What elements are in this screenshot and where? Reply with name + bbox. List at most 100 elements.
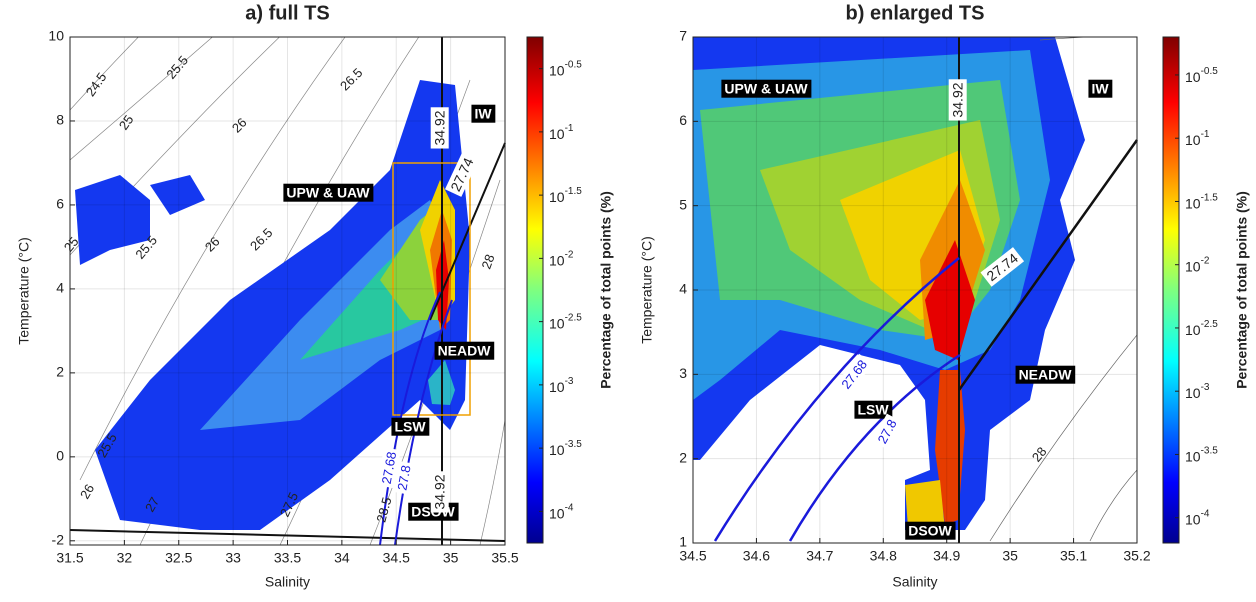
colorbar-tick-label: 10-2 xyxy=(549,249,574,268)
plot-frame xyxy=(692,36,1138,544)
annotation: NEADW xyxy=(1015,365,1076,384)
x-tick-label: 35 xyxy=(443,550,459,566)
annotation: UPW & UAW xyxy=(283,183,374,202)
annotation-text: NEADW xyxy=(438,343,492,359)
annotation: 26 xyxy=(229,115,250,136)
annotation-box xyxy=(377,447,401,489)
x-tick-label: 34.5 xyxy=(679,548,706,564)
annotation-box xyxy=(980,247,1025,287)
annotation: 28 xyxy=(1029,444,1050,465)
annotation-text: 26 xyxy=(77,481,97,501)
annotation-box xyxy=(471,104,496,123)
annotation-text: 25.5 xyxy=(163,53,191,82)
annotation: 25.5 xyxy=(163,53,191,82)
annotation: 25 xyxy=(116,112,137,132)
annotation: IW xyxy=(1088,79,1113,98)
colorbar-tick-label: 10-2.5 xyxy=(1185,319,1218,338)
annotation-box xyxy=(444,151,479,197)
annotation: 26.5 xyxy=(337,65,366,94)
annotation-box xyxy=(948,79,967,121)
colorbar-frame xyxy=(1162,36,1180,544)
annotation: 34.92 xyxy=(430,471,449,513)
colorbar-tick-label: 10-1 xyxy=(549,123,574,142)
annotation-text: IW xyxy=(1091,81,1109,97)
plot-frame xyxy=(69,36,506,546)
annotation-text: DSOW xyxy=(908,523,952,539)
annotation-text: 26.5 xyxy=(247,225,276,254)
colorbar-tick-label: 10-3 xyxy=(549,376,574,395)
annotation: 26.5 xyxy=(247,225,276,254)
annotation-box xyxy=(835,353,873,395)
annotation-text: 24.5 xyxy=(83,70,110,99)
y-tick-label: 6 xyxy=(56,196,64,212)
x-tick-label: 35.1 xyxy=(1060,548,1087,564)
colorbar-tick-label: 10-1.5 xyxy=(1185,192,1218,211)
annotation-text: LSW xyxy=(857,402,889,418)
y-axis-label: Temperature (°C) xyxy=(639,236,655,344)
x-tick-label: 34 xyxy=(334,550,350,566)
x-tick-label: 32.5 xyxy=(165,550,192,566)
x-tick-label: 35.5 xyxy=(491,550,518,566)
y-tick-label: 4 xyxy=(56,280,64,296)
colorbar-tick-label: 10-2.5 xyxy=(549,312,582,331)
annotation-box xyxy=(434,341,495,360)
y-tick-label: -2 xyxy=(52,532,65,548)
colorbar-tick-label: 10-2 xyxy=(1185,255,1210,274)
annotation: 27.68 xyxy=(377,447,401,489)
annotation-text: 26 xyxy=(202,234,223,255)
colorbar-label: Percentage of total points (%) xyxy=(598,191,614,389)
y-tick-label: 5 xyxy=(679,196,687,212)
annotation-text: 34.92 xyxy=(432,110,448,145)
annotation: 34.92 xyxy=(948,79,967,121)
annotation-text: UPW & UAW xyxy=(286,185,370,201)
annotation-text: 34.92 xyxy=(950,82,966,117)
reference-lines xyxy=(69,37,1139,546)
annotation-box xyxy=(283,183,374,202)
annotation-text: 34.92 xyxy=(432,474,448,509)
colorbar-tick-label: 10-4 xyxy=(1185,508,1210,527)
density-cloud xyxy=(70,37,505,545)
x-tick-label: 33.5 xyxy=(274,550,301,566)
colorbar-tick-label: 10-3 xyxy=(1185,382,1210,401)
annotation: 28 xyxy=(478,252,497,271)
annotation: 26 xyxy=(202,234,223,255)
x-tick-label: 34.6 xyxy=(743,548,770,564)
annotation-box xyxy=(854,400,893,419)
y-tick-label: 8 xyxy=(56,112,64,128)
annotation: NEADW xyxy=(434,341,495,360)
colorbar-tick-label: 10-0.5 xyxy=(1185,66,1218,85)
chart-title: a) full TS xyxy=(245,2,329,24)
annotation-box xyxy=(1088,79,1113,98)
x-tick-label: 34.5 xyxy=(383,550,410,566)
annotation: 28.5 xyxy=(373,496,394,524)
y-tick-label: 0 xyxy=(56,448,64,464)
y-axis-label: Temperature (°C) xyxy=(16,237,32,345)
annotation: 24.5 xyxy=(83,70,110,99)
annotation-text: IW xyxy=(474,106,492,122)
y-tick-label: 3 xyxy=(679,365,687,381)
x-tick-label: 32 xyxy=(117,550,133,566)
annotation-box xyxy=(872,413,902,450)
annotation-text: 27.8 xyxy=(394,464,413,492)
annotation-text: 28 xyxy=(478,252,497,271)
x-tick-label: 34.8 xyxy=(870,548,897,564)
annotation: DSOW xyxy=(905,521,956,540)
annotation-text: 28.5 xyxy=(373,496,394,524)
annotation-text: 28 xyxy=(1029,444,1050,465)
y-tick-label: 2 xyxy=(679,449,687,465)
colorbar xyxy=(527,37,543,543)
annotation-text: UPW & UAW xyxy=(724,81,808,97)
annotation-text: 26.5 xyxy=(337,65,366,94)
annotation: 27.8 xyxy=(872,413,902,450)
x-axis-label: Salinity xyxy=(265,574,310,590)
x-tick-label: 35.2 xyxy=(1123,548,1150,564)
colorbar-tick-label: 10-0.5 xyxy=(549,59,582,78)
x-axis-label: Salinity xyxy=(892,574,937,590)
annotation-box xyxy=(391,417,430,436)
y-tick-label: 6 xyxy=(679,112,687,128)
x-tick-label: 35 xyxy=(1002,548,1018,564)
colorbar-label: Percentage of total points (%) xyxy=(1234,191,1250,389)
annotation: UPW & UAW xyxy=(721,79,812,98)
annotation-text: 26 xyxy=(229,115,250,136)
